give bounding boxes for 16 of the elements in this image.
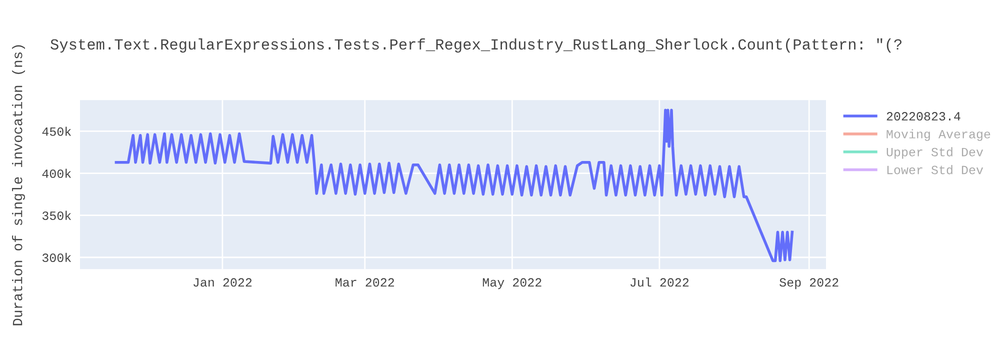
legend-label: Upper Std Dev — [886, 147, 984, 159]
line-series — [114, 108, 794, 262]
legend-label: Moving Average — [886, 129, 990, 141]
x-tick-label: Mar 2022 — [336, 278, 394, 287]
x-tick-label: Jan 2022 — [194, 278, 252, 287]
legend-label: Lower Std Dev — [887, 165, 984, 174]
x-tick-label: Jul 2022 — [630, 277, 689, 287]
legend-label: 20220823.4 — [886, 112, 960, 121]
y-tick-label: 300k — [42, 252, 72, 262]
x-tick-label: Sep 2022 — [780, 278, 838, 290]
y-tick-label: 400k — [42, 168, 72, 178]
y-tick-label: 450k — [42, 126, 72, 136]
y-tick-label: 350k — [42, 210, 72, 220]
chart-title: System.Text.RegularExpressions.Tests.Perf_Regex_Industry_RustLang_Sherlock.Count(Pattern: "(? — [50, 38, 902, 53]
x-tick-label: May 2022 — [482, 278, 542, 290]
y-axis-title: Duration of single invocation (ns) — [12, 45, 25, 326]
